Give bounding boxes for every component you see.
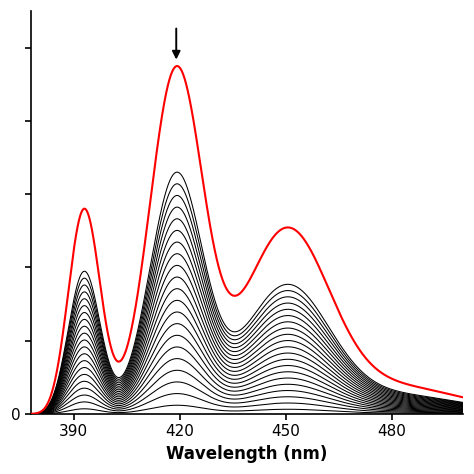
X-axis label: Wavelength (nm): Wavelength (nm) — [166, 445, 328, 463]
